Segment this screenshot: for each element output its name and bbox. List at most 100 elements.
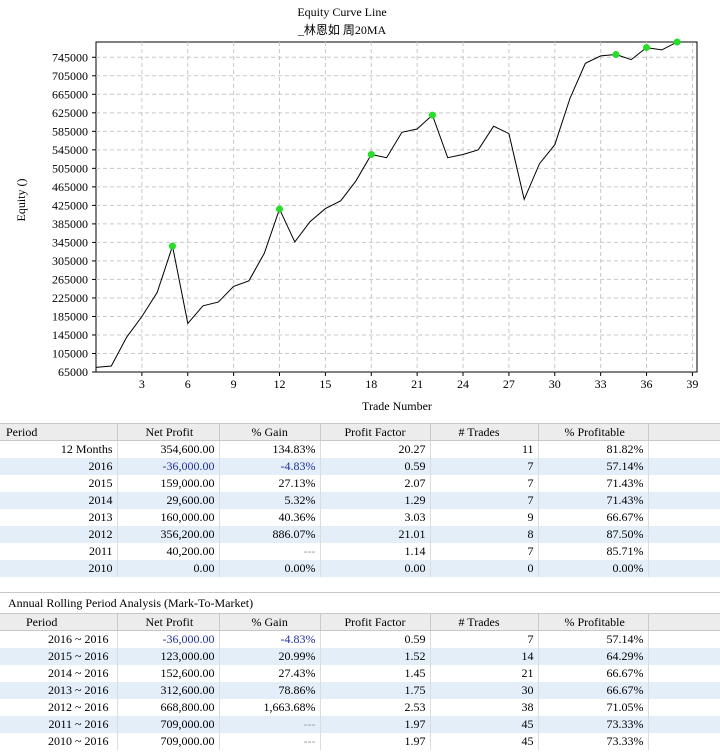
- table-row[interactable]: 2010 0.00 0.00% 0.00 0 0.00%: [0, 560, 720, 577]
- table-row[interactable]: 2011 40,200.00 --- 1.14 7 85.71%: [0, 543, 720, 560]
- cell-period: 2012: [0, 526, 118, 543]
- header-net-profit[interactable]: Net Profit: [117, 613, 220, 631]
- table-row[interactable]: 2011 ~ 2016 709,000.00 --- 1.97 45 73.33%: [0, 716, 720, 733]
- table-row[interactable]: 2016 -36,000.00 -4.83% 0.59 7 57.14%: [0, 458, 720, 475]
- header-trades[interactable]: # Trades: [430, 613, 539, 631]
- table-row[interactable]: 2015 159,000.00 27.13% 2.07 7 71.43%: [0, 475, 720, 492]
- equity-chart-svg: Equity Curve Line _林恩如 周20MA 65000 105000…: [14, 5, 698, 413]
- cell-spacer: [648, 716, 720, 733]
- cell-net-profit: 0.00: [117, 560, 220, 577]
- plot-area: [95, 41, 698, 373]
- cell-profitable: 57.14%: [538, 630, 649, 648]
- cell-profit-factor: 21.01: [320, 526, 431, 543]
- table-row[interactable]: 2012 356,200.00 886.07% 21.01 8 87.50%: [0, 526, 720, 543]
- header-gain[interactable]: % Gain: [219, 613, 321, 631]
- rolling-table: Period Net Profit % Gain Profit Factor #…: [0, 613, 720, 750]
- cell-trades: 9: [430, 509, 539, 526]
- cell-period: 2010 ~ 2016: [0, 733, 118, 750]
- cell-period: 2012 ~ 2016: [0, 699, 118, 716]
- y-tick-label: 505000: [52, 161, 88, 175]
- cell-profitable: 0.00%: [538, 560, 649, 577]
- cell-gain: ---: [219, 543, 321, 560]
- new-high-marker: [673, 38, 681, 46]
- cell-spacer: [648, 733, 720, 750]
- y-tick-label: 265000: [52, 272, 88, 286]
- cell-profit-factor: 0.00: [320, 560, 431, 577]
- new-high-marker: [367, 150, 375, 158]
- cell-net-profit: 123,000.00: [117, 648, 220, 665]
- cell-profitable: 71.05%: [538, 699, 649, 716]
- y-axis-title: Equity (): [14, 179, 28, 222]
- x-tick-label: 6: [185, 377, 191, 391]
- cell-net-profit: 40,200.00: [117, 543, 220, 560]
- cell-profit-factor: 2.07: [320, 475, 431, 492]
- cell-spacer: [648, 631, 720, 649]
- equity-chart: Equity Curve Line _林恩如 周20MA 65000 105000…: [14, 5, 698, 413]
- header-trades[interactable]: # Trades: [430, 423, 539, 441]
- period-table-body: 12 Months 354,600.00 134.83% 20.27 11 81.82% 2…: [0, 440, 720, 577]
- cell-profitable: 87.50%: [538, 526, 649, 543]
- cell-profit-factor: 0.59: [320, 630, 431, 648]
- table-row[interactable]: 2014 29,600.00 5.32% 1.29 7 71.43%: [0, 492, 720, 509]
- table-row[interactable]: 2013 160,000.00 40.36% 3.03 9 66.67%: [0, 509, 720, 526]
- header-profit-factor[interactable]: Profit Factor: [320, 423, 431, 441]
- y-tick-labels: 65000 105000 145000 185000 225000 265000 30500…: [52, 50, 88, 379]
- table-row[interactable]: 2015 ~ 2016 123,000.00 20.99% 1.52 14 64.29%: [0, 648, 720, 665]
- cell-trades: 38: [430, 699, 539, 716]
- header-period[interactable]: Period: [0, 613, 118, 631]
- cell-profitable: 66.67%: [538, 682, 649, 699]
- table-row[interactable]: 2014 ~ 2016 152,600.00 27.43% 1.45 21 66.67%: [0, 665, 720, 682]
- cell-trades: 7: [430, 630, 539, 648]
- cell-trades: 7: [430, 492, 539, 509]
- table-row[interactable]: 2016 ~ 2016 -36,000.00 -4.83% 0.59 7 57.14%: [0, 630, 720, 649]
- header-profitable[interactable]: % Profitable: [538, 423, 649, 441]
- x-tick-label: 3: [139, 377, 145, 391]
- table-row[interactable]: 2013 ~ 2016 312,600.00 78.86% 1.75 30 66.67%: [0, 682, 720, 699]
- cell-profitable: 64.29%: [538, 648, 649, 665]
- cell-period: 2015: [0, 475, 118, 492]
- cell-net-profit: 709,000.00: [117, 733, 220, 750]
- cell-gain: -4.83%: [219, 630, 321, 648]
- chart-title: Equity Curve Line: [297, 5, 386, 19]
- cell-gain: 5.32%: [219, 492, 321, 509]
- cell-gain: 78.86%: [219, 682, 321, 699]
- table-row[interactable]: 12 Months 354,600.00 134.83% 20.27 11 81.82%: [0, 440, 720, 458]
- chart-subtitle: _林恩如 周20MA: [297, 22, 387, 37]
- table-row[interactable]: 2012 ~ 2016 668,800.00 1,663.68% 2.53 38 71.0…: [0, 699, 720, 716]
- cell-profit-factor: 1.52: [320, 648, 431, 665]
- cell-net-profit: 160,000.00: [117, 509, 220, 526]
- header-net-profit[interactable]: Net Profit: [117, 423, 220, 441]
- series-layer: [95, 41, 693, 368]
- header-period[interactable]: Period: [0, 423, 118, 441]
- cell-spacer: [648, 509, 720, 526]
- cell-gain: 27.13%: [219, 475, 321, 492]
- x-tick-label: 33: [595, 377, 607, 391]
- header-profitable[interactable]: % Profitable: [538, 613, 649, 631]
- cell-spacer: [648, 665, 720, 682]
- cell-period: 12 Months: [0, 440, 118, 458]
- cell-period: 2011: [0, 543, 118, 560]
- table-row[interactable]: 2010 ~ 2016 709,000.00 --- 1.97 45 73.33%: [0, 733, 720, 750]
- period-table-header: Period Net Profit % Gain Profit Factor #…: [0, 423, 720, 441]
- new-high-marker: [643, 44, 651, 52]
- header-profit-factor[interactable]: Profit Factor: [320, 613, 431, 631]
- cell-profit-factor: 0.59: [320, 458, 431, 475]
- y-tick-label: 705000: [52, 69, 88, 83]
- cell-trades: 7: [430, 458, 539, 475]
- cell-period: 2015 ~ 2016: [0, 648, 118, 665]
- cell-gain: 0.00%: [219, 560, 321, 577]
- cell-spacer: [648, 648, 720, 665]
- cell-spacer: [648, 543, 720, 560]
- cell-gain: 134.83%: [219, 440, 321, 458]
- cell-gain: 27.43%: [219, 665, 321, 682]
- cell-trades: 8: [430, 526, 539, 543]
- cell-spacer: [648, 475, 720, 492]
- cell-spacer: [648, 526, 720, 543]
- cell-spacer: [648, 560, 720, 577]
- cell-net-profit: 354,600.00: [117, 440, 220, 458]
- header-gain[interactable]: % Gain: [219, 423, 321, 441]
- y-tick-label: 625000: [52, 106, 88, 120]
- new-high-marker: [428, 111, 436, 119]
- cell-spacer: [648, 682, 720, 699]
- cell-spacer: [648, 492, 720, 509]
